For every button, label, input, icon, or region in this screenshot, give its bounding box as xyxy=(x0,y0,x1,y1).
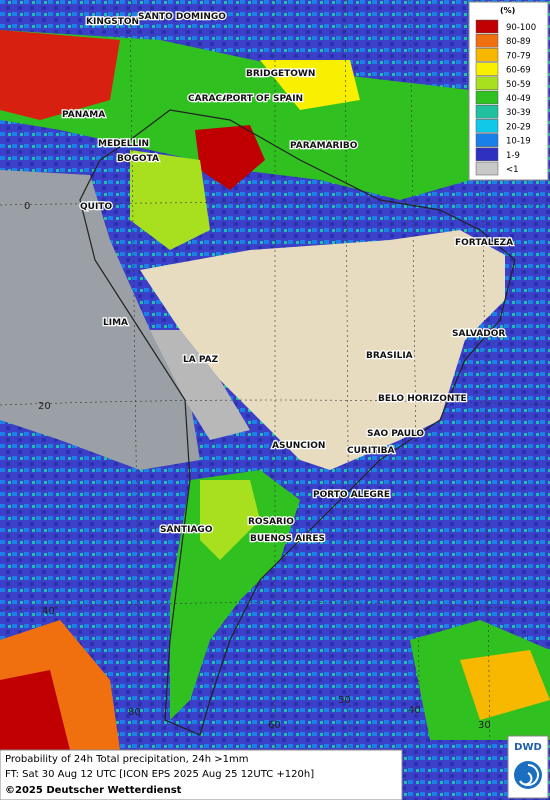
city-label: BELO HORIZONTE xyxy=(378,394,467,404)
city-label: FORTALEZA xyxy=(455,238,513,248)
lat-label: 20 xyxy=(38,401,51,412)
legend-label: 90-100 xyxy=(506,23,536,33)
legend-label: 1-9 xyxy=(506,151,520,161)
lat-label: 40 xyxy=(42,606,55,617)
legend-label: 50-59 xyxy=(506,80,531,90)
legend-label: 20-29 xyxy=(506,122,531,132)
footer-text: Probability of 24h Total precipitation, … xyxy=(5,754,248,765)
city-labels: KINGSTON SANTO DOMINGO BRIDGETOWN PANAMA… xyxy=(61,11,515,546)
legend-label: 70-79 xyxy=(506,51,531,61)
logo-swirl xyxy=(519,764,539,786)
city-label: BOGOTA xyxy=(117,154,159,164)
lat-label: 0 xyxy=(24,201,30,212)
legend-swatch xyxy=(475,119,499,133)
legend-label: 10-19 xyxy=(506,137,531,147)
legend-unit: (%) xyxy=(500,6,515,15)
city-label: CURITIBA xyxy=(347,446,395,456)
city-label: LIMA xyxy=(103,318,128,328)
wet-core xyxy=(0,30,120,120)
city-label: BRASILIA xyxy=(366,351,413,361)
dry-region xyxy=(0,170,200,470)
meridian xyxy=(129,0,141,751)
city-label: SANTIAGO xyxy=(160,525,213,535)
footer-text: ©2025 Deutscher Wetterdienst xyxy=(5,785,182,796)
wet-core xyxy=(195,125,265,190)
wet-area xyxy=(460,650,550,720)
meridian xyxy=(344,0,351,751)
city-label: BUENOS AIRES xyxy=(250,534,325,544)
wet-area xyxy=(260,60,360,110)
wet-core xyxy=(0,670,70,750)
city-label: BRIDGETOWN xyxy=(246,69,315,79)
legend-swatch xyxy=(475,104,499,119)
city-label: SAO PAULO xyxy=(367,429,424,439)
wet-area xyxy=(130,150,210,250)
city-label: QUITO xyxy=(80,202,112,212)
meridian xyxy=(409,0,421,751)
city-label: ROSARIO xyxy=(248,517,294,527)
legend-swatch xyxy=(475,133,499,147)
footer-text: FT: Sat 30 Aug 12 UTC [ICON EPS 2025 Aug… xyxy=(5,769,314,780)
parallel xyxy=(0,202,550,206)
dry-land-gray xyxy=(150,330,250,440)
legend-swatch xyxy=(475,62,499,76)
coastline xyxy=(79,109,516,736)
city-label: SALVADOR xyxy=(452,329,505,339)
legend-swatch xyxy=(475,90,499,105)
wet-band xyxy=(0,30,470,200)
legend: (%) 90-100 80-89 70-79 60-69 50-59 40-49 30-39… xyxy=(468,1,549,181)
city-label: LA PAZ xyxy=(183,355,219,365)
lon-label: 50 xyxy=(338,695,351,706)
city-label: PANAMA xyxy=(62,110,105,120)
legend-label: <1 xyxy=(506,165,519,175)
legend-swatch xyxy=(475,161,499,176)
city-label: PORT OF SPAIN xyxy=(226,94,303,104)
footer-box xyxy=(0,749,403,801)
lon-label: 80 xyxy=(128,707,141,718)
legend-label: 40-49 xyxy=(506,94,531,104)
legend-label: 30-39 xyxy=(506,108,531,118)
city-label: SANTO DOMINGO xyxy=(138,12,226,22)
parallel xyxy=(0,602,550,611)
legend-label: 80-89 xyxy=(506,37,531,47)
lon-label: 40 xyxy=(408,705,421,716)
legend-swatch xyxy=(475,147,499,162)
legend-swatch xyxy=(475,76,499,91)
city-label: CARACAS xyxy=(188,94,236,104)
city-label: KINGSTON xyxy=(86,17,139,27)
legend-swatch xyxy=(475,19,499,34)
city-label: PORTO ALEGRE xyxy=(313,490,390,500)
wet-area xyxy=(200,480,260,560)
legend-swatch xyxy=(475,33,499,48)
city-label: MEDELLIN xyxy=(98,139,149,149)
city-label: PARAMARIBO xyxy=(290,141,358,151)
city-label: ASUNCION xyxy=(272,441,325,451)
lon-label: 60 xyxy=(268,720,281,731)
lon-label: 30 xyxy=(478,720,491,731)
logo-text: DWD xyxy=(514,742,542,753)
legend-swatch xyxy=(475,48,499,62)
legend-label: 60-69 xyxy=(506,66,531,76)
